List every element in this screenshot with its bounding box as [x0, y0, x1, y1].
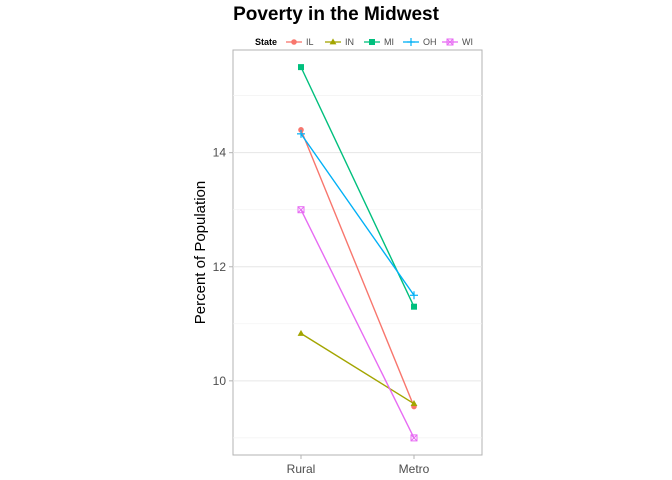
y-tick-label: 10: [213, 374, 227, 388]
series-points: [297, 64, 418, 442]
legend-label: MI: [384, 37, 394, 47]
point-in-metro: [410, 400, 418, 407]
legend: State IL IN MI OH WI: [255, 37, 473, 47]
series-lines: [300, 66, 415, 439]
legend-title: State: [255, 37, 277, 47]
legend-label: IN: [345, 37, 354, 47]
y-axis-title: Percent of Population: [192, 181, 209, 324]
legend-item-in: IN: [325, 37, 354, 47]
series-line-oh: [300, 133, 415, 296]
legend-item-wi: WI: [442, 37, 473, 47]
legend-item-mi: MI: [364, 37, 394, 47]
point-mi-metro: [411, 303, 417, 310]
series-line-il: [300, 129, 415, 407]
y-tick-label: 12: [213, 260, 227, 274]
point-mi-rural: [298, 64, 304, 71]
series-line-mi: [300, 66, 415, 307]
legend-key-marker: [329, 38, 337, 45]
legend-item-il: IL: [286, 37, 314, 47]
y-axis: 10 12 14: [213, 146, 233, 388]
plot-panel: [232, 49, 483, 456]
point-wi-metro: [410, 434, 418, 442]
point-in-rural: [297, 329, 305, 336]
legend-label: WI: [462, 37, 473, 47]
y-tick-label: 14: [213, 146, 227, 160]
legend-label: OH: [423, 37, 437, 47]
x-axis: Rural Metro: [287, 455, 430, 476]
point-wi-rural: [297, 206, 305, 214]
chart-title: Poverty in the Midwest: [233, 4, 439, 25]
legend-label: IL: [306, 37, 314, 47]
series-line-wi: [300, 209, 415, 439]
series-line-in: [300, 332, 415, 405]
x-tick-label: Rural: [287, 462, 316, 476]
legend-key-marker: [369, 39, 375, 45]
legend-key-marker: [446, 38, 454, 46]
x-tick-label: Metro: [399, 462, 430, 476]
legend-key-marker: [291, 39, 297, 45]
legend-key-marker: [407, 38, 415, 46]
legend-item-oh: OH: [403, 37, 437, 47]
point-oh-rural: [297, 129, 305, 138]
point-oh-metro: [410, 291, 418, 300]
